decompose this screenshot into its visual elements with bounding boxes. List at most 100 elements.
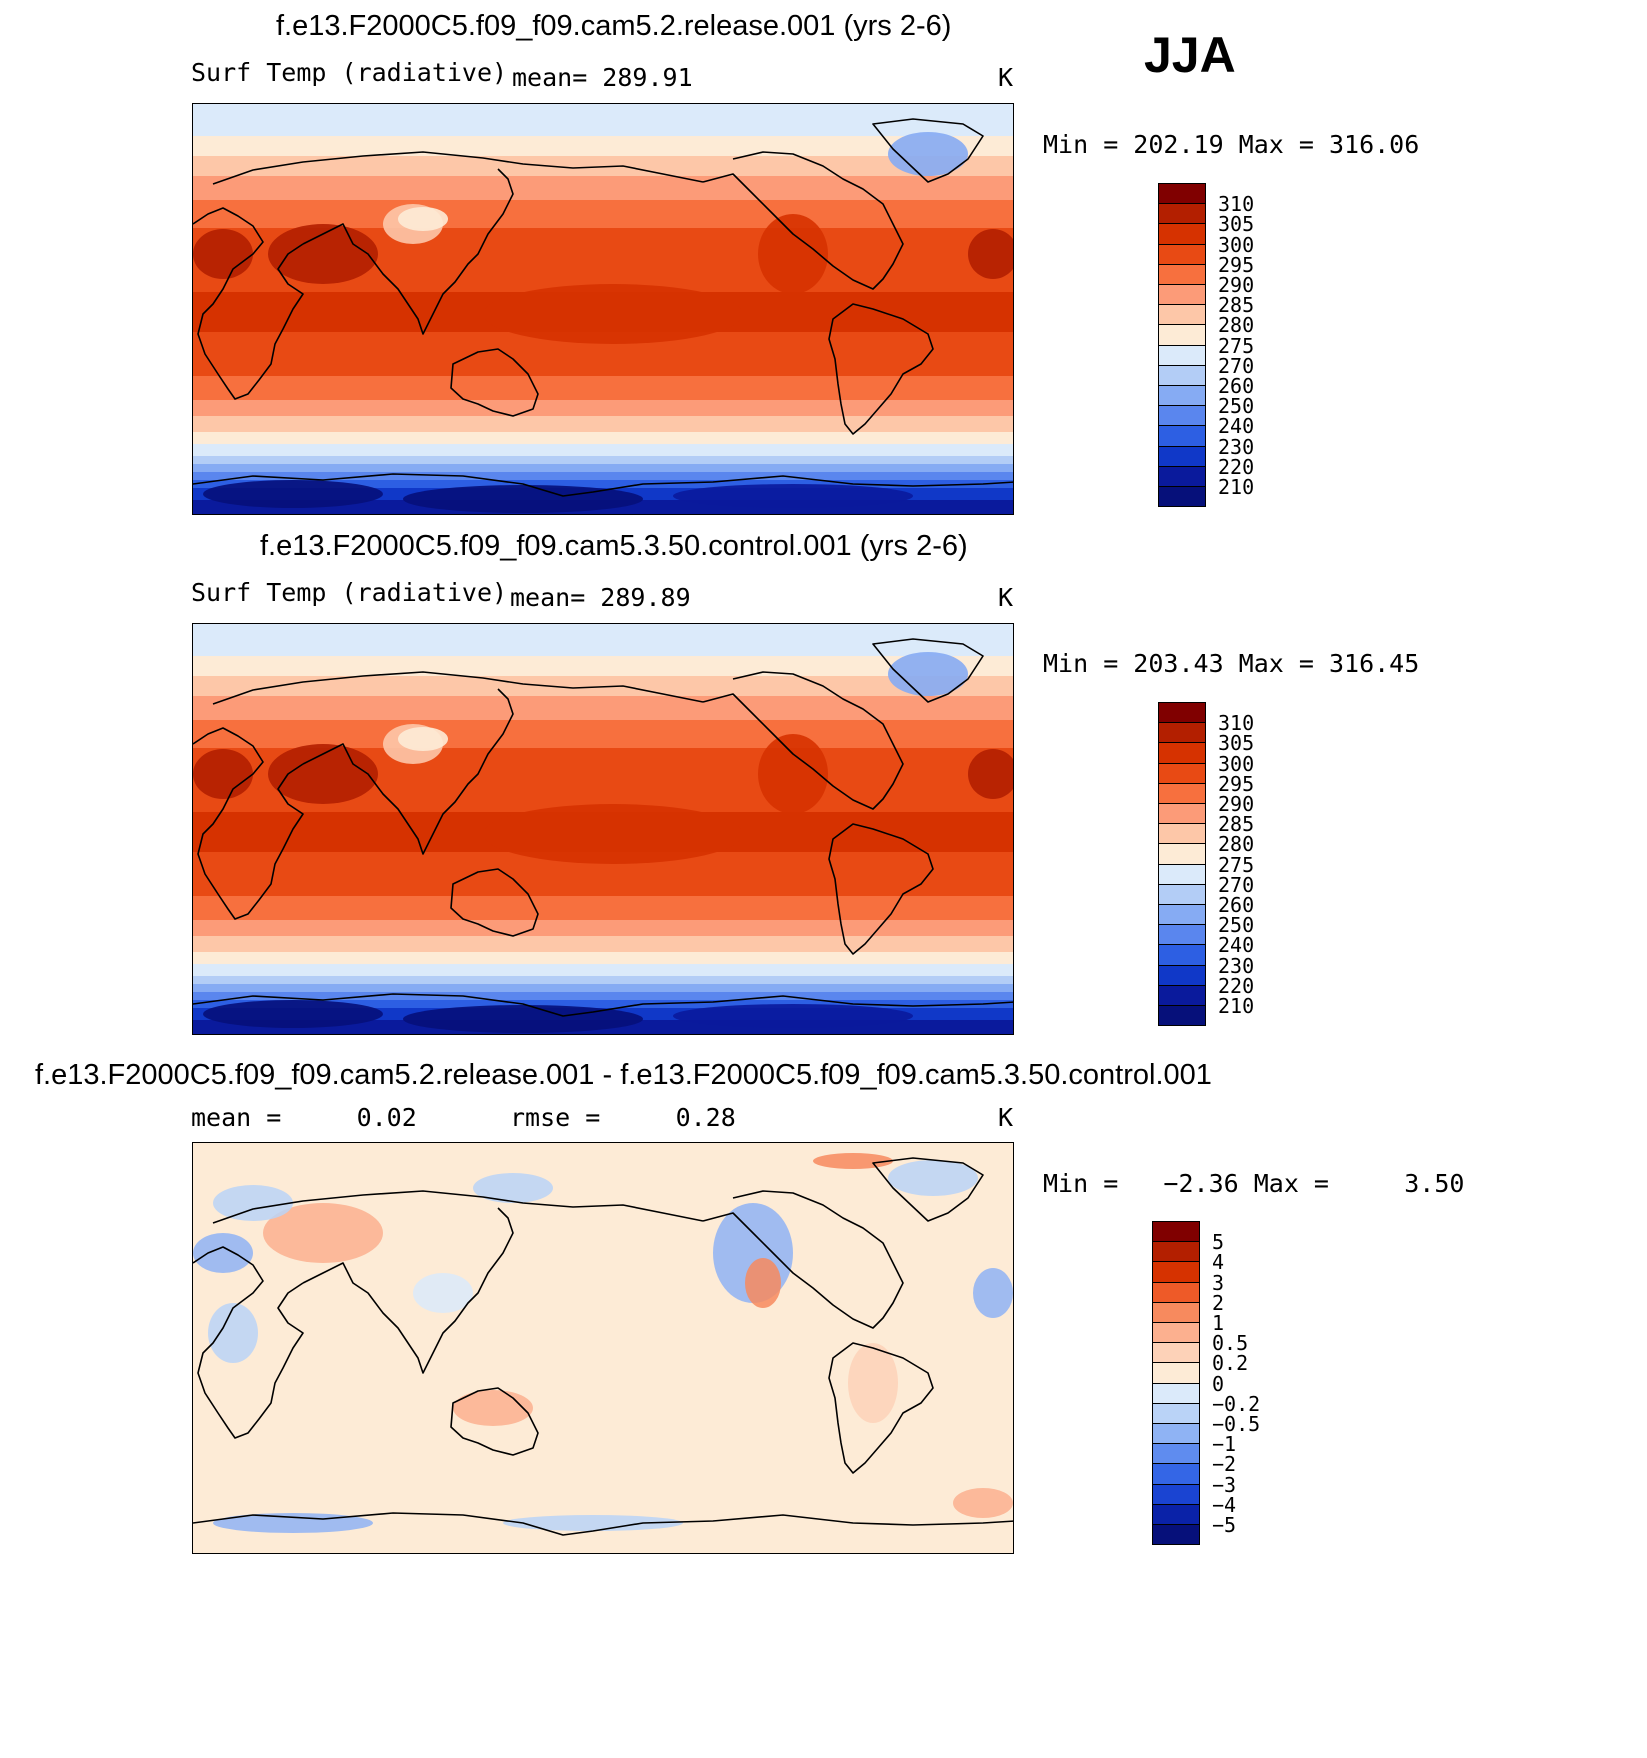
coastline bbox=[212, 671, 704, 705]
colorbar-swatch bbox=[1152, 1362, 1200, 1384]
coastline bbox=[872, 1157, 984, 1222]
coastline bbox=[702, 1190, 904, 1329]
colorbar-tick-label: −0.5 bbox=[1212, 1412, 1261, 1436]
colorbar-swatch bbox=[1152, 1463, 1200, 1485]
colorbar-swatch bbox=[1152, 1322, 1200, 1344]
colorbar-swatch bbox=[1158, 823, 1206, 845]
colorbar-swatch bbox=[1152, 1301, 1200, 1323]
colorbar-tick-label: 4 bbox=[1212, 1250, 1225, 1275]
coastline bbox=[872, 118, 984, 183]
colorbar-tick-label: 270 bbox=[1218, 872, 1255, 897]
panel-3-units-label: K bbox=[998, 1103, 1014, 1132]
colorbar-swatch bbox=[1158, 762, 1206, 784]
colorbar-swatch bbox=[1158, 863, 1206, 885]
colorbar-tick-label: 230 bbox=[1218, 434, 1255, 459]
map-canvas bbox=[193, 624, 1013, 1034]
coastline bbox=[193, 727, 304, 920]
panel-3-minmax-label: Min = −2.36 Max = 3.50 bbox=[1043, 1169, 1465, 1198]
panel-2-variable-label: Surf Temp (radiative) bbox=[191, 578, 508, 607]
coastline bbox=[702, 151, 904, 290]
coastline bbox=[193, 1512, 1013, 1536]
colorbar-swatch bbox=[1152, 1281, 1200, 1303]
colorbar-swatch bbox=[1158, 803, 1206, 825]
colorbar-swatch bbox=[1158, 183, 1206, 205]
colorbar-swatch bbox=[1152, 1342, 1200, 1364]
colorbar-swatch bbox=[1158, 486, 1206, 508]
coastline bbox=[212, 151, 704, 185]
panel-2-minmax-label: Min = 203.43 Max = 316.45 bbox=[1043, 649, 1420, 678]
panel-2-units-label: K bbox=[998, 583, 1014, 612]
colorbar-swatch bbox=[1152, 1382, 1200, 1404]
colorbar-tick-label: 300 bbox=[1218, 232, 1255, 257]
panel-3-mean-label: mean = 0.02 bbox=[191, 1103, 417, 1132]
colorbar-swatch bbox=[1158, 284, 1206, 306]
colorbar-swatch bbox=[1158, 904, 1206, 926]
panel-2-colorbar: 310 305 300 295 290 285 280 275 270 260 250 240 230 2… bbox=[1158, 702, 1254, 1027]
colorbar-tick-label: −1 bbox=[1212, 1432, 1237, 1457]
coastline bbox=[872, 638, 984, 703]
panel-1-units-label: K bbox=[998, 63, 1014, 92]
coastline bbox=[193, 207, 304, 400]
colorbar-swatch bbox=[1158, 883, 1206, 905]
coastline bbox=[450, 868, 539, 937]
colorbar-tick-label: −5 bbox=[1212, 1513, 1237, 1537]
colorbar-tick-label: 280 bbox=[1218, 313, 1255, 338]
colorbar-tick-label: 260 bbox=[1218, 893, 1255, 917]
colorbar-tick-label: 295 bbox=[1218, 771, 1255, 796]
colorbar-tick-label: 310 bbox=[1218, 711, 1255, 736]
map-canvas bbox=[193, 104, 1013, 514]
colorbar-tick-label: 210 bbox=[1218, 994, 1255, 1018]
coastline bbox=[450, 348, 539, 417]
colorbar-tick-label: 1 bbox=[1212, 1311, 1225, 1335]
colorbar-swatch bbox=[1152, 1503, 1200, 1525]
coastline bbox=[302, 168, 514, 335]
colorbar-swatch bbox=[1158, 964, 1206, 986]
colorbar-swatch bbox=[1152, 1241, 1200, 1263]
colorbar-tick-label: 300 bbox=[1218, 751, 1255, 776]
panel-1-title: f.e13.F2000C5.f09_f09.cam5.2.release.001… bbox=[276, 10, 952, 42]
colorbar-swatch bbox=[1158, 843, 1206, 865]
colorbar-swatch bbox=[1158, 944, 1206, 966]
colorbar-swatch bbox=[1152, 1261, 1200, 1283]
colorbar-swatch bbox=[1152, 1221, 1200, 1243]
colorbar-swatch bbox=[1158, 445, 1206, 467]
colorbar-tick-label: 230 bbox=[1218, 953, 1255, 978]
colorbar-swatch bbox=[1158, 263, 1206, 285]
coastline bbox=[702, 671, 904, 810]
coastline bbox=[193, 1246, 304, 1439]
colorbar-tick-label: 0.2 bbox=[1212, 1351, 1249, 1376]
map-canvas bbox=[193, 1143, 1013, 1553]
colorbar-swatch bbox=[1158, 304, 1206, 326]
colorbar-tick-label: 310 bbox=[1218, 192, 1255, 217]
colorbar-tick-label: 305 bbox=[1218, 731, 1255, 756]
coastline bbox=[193, 993, 1013, 1017]
colorbar-tick-label: 0.5 bbox=[1212, 1331, 1249, 1356]
colorbar-swatch bbox=[1158, 722, 1206, 744]
colorbar-tick-label: 290 bbox=[1218, 792, 1255, 816]
colorbar-tick-label: 285 bbox=[1218, 812, 1255, 837]
colorbar-tick-label: 250 bbox=[1218, 394, 1255, 419]
colorbar-swatch bbox=[1158, 702, 1206, 724]
colorbar-tick-label: 3 bbox=[1212, 1270, 1225, 1295]
colorbar-tick-label: 5 bbox=[1212, 1230, 1225, 1255]
colorbar-tick-label: 250 bbox=[1218, 913, 1255, 938]
colorbar-tick-label: 220 bbox=[1218, 454, 1255, 479]
colorbar-tick-label: 240 bbox=[1218, 414, 1255, 439]
panel-1-mean-label: mean= 289.91 bbox=[512, 63, 693, 92]
colorbar-tick-label: 275 bbox=[1218, 852, 1255, 877]
panel-1-colorbar: 310 305 300 295 290 285 280 275 270 260 250 240 230 2… bbox=[1158, 183, 1254, 508]
colorbar-tick-label: 240 bbox=[1218, 933, 1255, 958]
colorbar-swatch bbox=[1158, 782, 1206, 804]
colorbar-swatch bbox=[1158, 364, 1206, 386]
panel-3-rmse-label: rmse = 0.28 bbox=[510, 1103, 736, 1132]
colorbar-tick-label: −3 bbox=[1212, 1472, 1237, 1497]
colorbar-swatch bbox=[1158, 324, 1206, 346]
coastline bbox=[828, 1342, 934, 1474]
colorbar-tick-label: 270 bbox=[1218, 353, 1255, 378]
coastline bbox=[212, 1190, 704, 1224]
colorbar-swatch bbox=[1152, 1443, 1200, 1465]
colorbar-swatch bbox=[1152, 1524, 1200, 1546]
colorbar-swatch bbox=[1158, 405, 1206, 427]
colorbar-tick-label: 2 bbox=[1212, 1290, 1225, 1315]
colorbar-tick-label: 0 bbox=[1212, 1371, 1225, 1396]
